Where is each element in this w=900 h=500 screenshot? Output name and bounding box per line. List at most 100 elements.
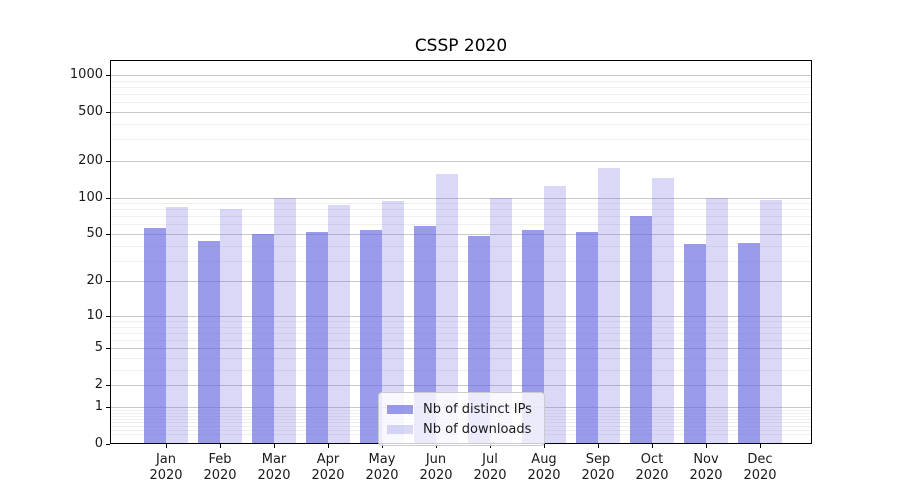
legend-label-downloads: Nb of downloads <box>423 421 532 437</box>
legend-swatch-downloads <box>387 424 413 434</box>
bar-ips-apr <box>306 231 328 443</box>
legend-item-downloads: Nb of downloads <box>387 420 536 438</box>
bar-downloads-may <box>382 200 404 443</box>
major-gridline <box>111 197 811 199</box>
y-tick-label: 20 <box>86 273 103 289</box>
minor-gridline <box>111 358 811 360</box>
major-gridline <box>111 160 811 162</box>
y-tick-label: 2 <box>94 377 103 393</box>
x-tick-label-aug: Aug 2020 <box>527 452 561 483</box>
bar-downloads-dec <box>760 199 782 443</box>
bar-ips-may <box>360 229 382 443</box>
x-tick-label-may: May 2020 <box>365 452 399 483</box>
x-tick-mark <box>166 444 167 448</box>
bar-ips-dec <box>738 243 760 443</box>
chart-title: CSSP 2020 <box>414 36 508 56</box>
minor-gridline <box>111 369 811 371</box>
plot-border <box>110 60 812 444</box>
minor-gridline <box>111 216 811 218</box>
y-tick-mark <box>106 315 110 317</box>
x-tick-label-apr: Apr 2020 <box>311 452 345 483</box>
bar-ips-nov <box>684 244 706 443</box>
major-gridline <box>111 385 811 387</box>
x-tick-mark <box>436 444 437 448</box>
bar-downloads-jan <box>166 207 188 443</box>
major-gridline <box>111 111 811 113</box>
y-tick-mark <box>106 406 110 408</box>
bar-downloads-mar <box>274 198 296 443</box>
minor-gridline <box>111 245 811 247</box>
x-tick-label-mar: Mar 2020 <box>257 452 291 483</box>
x-tick-label-oct: Oct 2020 <box>635 452 669 483</box>
x-tick-mark <box>220 444 221 448</box>
x-tick-mark <box>328 444 329 448</box>
major-gridline <box>111 233 811 235</box>
x-tick-label-nov: Nov 2020 <box>689 452 723 483</box>
y-tick-label: 100 <box>78 189 103 205</box>
x-tick-mark <box>652 444 653 448</box>
y-tick-label: 1 <box>94 398 103 414</box>
bar-downloads-sep <box>598 167 620 443</box>
minor-gridline <box>111 224 811 226</box>
x-tick-mark <box>760 444 761 448</box>
minor-gridline <box>111 326 811 328</box>
minor-gridline <box>111 94 811 96</box>
minor-gridline <box>111 102 811 104</box>
minor-gridline <box>111 260 811 262</box>
minor-gridline <box>111 203 811 205</box>
legend-label-distinct-ips: Nb of distinct IPs <box>423 401 532 417</box>
x-tick-mark <box>706 444 707 448</box>
bar-ips-feb <box>198 240 220 443</box>
bar-ips-jan <box>144 228 166 443</box>
y-tick-label: 500 <box>78 103 103 119</box>
major-gridline <box>111 315 811 317</box>
legend-item-distinct-ips: Nb of distinct IPs <box>387 400 536 418</box>
major-gridline <box>111 75 811 76</box>
major-gridline <box>111 348 811 350</box>
bar-downloads-apr <box>328 204 350 443</box>
y-tick-mark <box>106 348 110 350</box>
plot-area <box>111 61 811 443</box>
x-tick-label-jul: Jul 2020 <box>473 452 507 483</box>
y-tick-label: 1000 <box>69 67 103 82</box>
x-tick-label-dec: Dec 2020 <box>743 452 777 483</box>
y-tick-label: 5 <box>94 340 103 356</box>
minor-gridline <box>111 209 811 211</box>
legend: Nb of distinct IPs Nb of downloads <box>378 392 545 446</box>
y-tick-mark <box>106 111 110 113</box>
minor-gridline <box>111 86 811 88</box>
x-tick-label-jan: Jan 2020 <box>149 452 183 483</box>
x-tick-mark <box>598 444 599 448</box>
bar-downloads-jul <box>490 198 512 443</box>
bar-downloads-oct <box>652 177 674 443</box>
bar-downloads-nov <box>706 197 728 443</box>
bar-downloads-feb <box>220 209 242 443</box>
bar-ips-jun <box>414 226 436 443</box>
y-tick-label: 10 <box>86 307 103 323</box>
x-tick-label-jun: Jun 2020 <box>419 452 453 483</box>
y-tick-mark <box>106 281 110 283</box>
minor-gridline <box>111 123 811 125</box>
bar-ips-oct <box>630 216 652 443</box>
minor-gridline <box>111 340 811 342</box>
y-tick-label: 0 <box>94 436 103 451</box>
y-tick-mark <box>106 197 110 199</box>
y-tick-mark <box>106 385 110 387</box>
bar-downloads-jun <box>436 174 458 443</box>
minor-gridline <box>111 80 811 82</box>
bar-downloads-aug <box>544 185 566 443</box>
y-tick-label: 50 <box>86 225 103 241</box>
x-tick-label-sep: Sep 2020 <box>581 452 615 483</box>
minor-gridline <box>111 139 811 141</box>
x-tick-mark <box>544 444 545 448</box>
bar-ips-aug <box>522 229 544 443</box>
x-tick-mark <box>382 444 383 448</box>
y-tick-mark <box>106 233 110 235</box>
minor-gridline <box>111 332 811 334</box>
bar-ips-jul <box>468 236 490 443</box>
y-tick-mark <box>106 160 110 162</box>
legend-swatch-distinct-ips <box>387 404 413 414</box>
x-tick-mark <box>274 444 275 448</box>
major-gridline <box>111 281 811 283</box>
